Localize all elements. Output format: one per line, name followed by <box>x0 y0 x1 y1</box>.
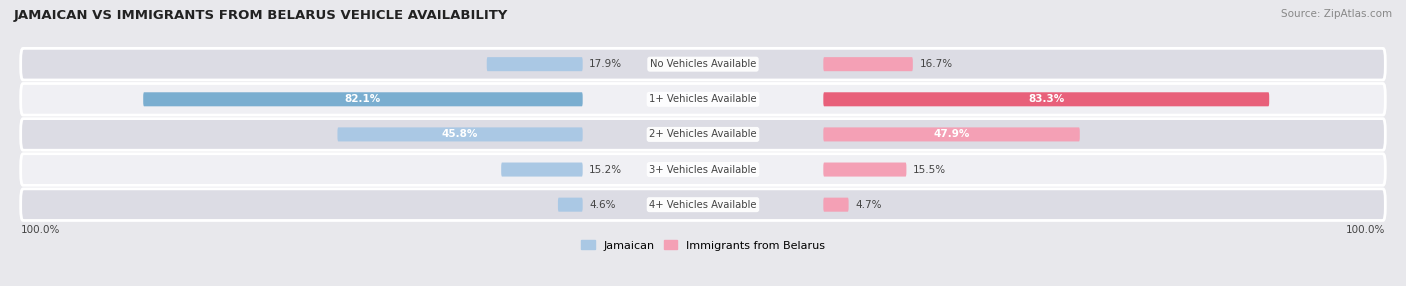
Text: 4+ Vehicles Available: 4+ Vehicles Available <box>650 200 756 210</box>
Text: JAMAICAN VS IMMIGRANTS FROM BELARUS VEHICLE AVAILABILITY: JAMAICAN VS IMMIGRANTS FROM BELARUS VEHI… <box>14 9 509 21</box>
FancyBboxPatch shape <box>21 154 1385 185</box>
FancyBboxPatch shape <box>558 198 582 212</box>
FancyBboxPatch shape <box>21 48 1385 80</box>
FancyBboxPatch shape <box>824 57 912 71</box>
FancyBboxPatch shape <box>21 189 1385 221</box>
FancyBboxPatch shape <box>824 127 1080 142</box>
FancyBboxPatch shape <box>486 57 582 71</box>
FancyBboxPatch shape <box>21 84 1385 115</box>
FancyBboxPatch shape <box>143 92 582 106</box>
Text: 15.5%: 15.5% <box>912 164 946 174</box>
Text: 2+ Vehicles Available: 2+ Vehicles Available <box>650 130 756 139</box>
FancyBboxPatch shape <box>21 119 1385 150</box>
Text: 100.0%: 100.0% <box>21 225 60 235</box>
Text: 82.1%: 82.1% <box>344 94 381 104</box>
Text: 4.6%: 4.6% <box>589 200 616 210</box>
Text: 1+ Vehicles Available: 1+ Vehicles Available <box>650 94 756 104</box>
Text: 17.9%: 17.9% <box>589 59 623 69</box>
FancyBboxPatch shape <box>824 162 907 176</box>
Legend: Jamaican, Immigrants from Belarus: Jamaican, Immigrants from Belarus <box>576 236 830 255</box>
FancyBboxPatch shape <box>501 162 582 176</box>
Text: 16.7%: 16.7% <box>920 59 953 69</box>
FancyBboxPatch shape <box>337 127 582 142</box>
Text: 45.8%: 45.8% <box>441 130 478 139</box>
Text: 47.9%: 47.9% <box>934 130 970 139</box>
Text: 15.2%: 15.2% <box>589 164 623 174</box>
Text: 100.0%: 100.0% <box>1346 225 1385 235</box>
Text: 4.7%: 4.7% <box>855 200 882 210</box>
FancyBboxPatch shape <box>824 92 1270 106</box>
Text: No Vehicles Available: No Vehicles Available <box>650 59 756 69</box>
Text: Source: ZipAtlas.com: Source: ZipAtlas.com <box>1281 9 1392 19</box>
Text: 3+ Vehicles Available: 3+ Vehicles Available <box>650 164 756 174</box>
Text: 83.3%: 83.3% <box>1028 94 1064 104</box>
FancyBboxPatch shape <box>824 198 849 212</box>
